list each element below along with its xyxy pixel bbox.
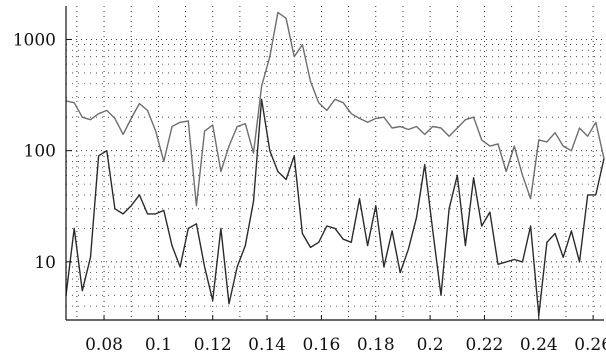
y-tick-label: 100 [24,142,56,162]
x-tick-labels: 0.08 0.1 0.12 0.14 0.16 0.18 0.2 0.22 0.24 0.26 [85,335,606,355]
x-tick-label: 0.16 [302,335,340,355]
y-tick-label: 10 [34,253,56,273]
x-tick-label: 0.12 [194,335,232,355]
x-tick-label: 0.08 [85,335,123,355]
axes [65,6,604,321]
grid [66,6,604,320]
series-line-1 [65,11,605,207]
x-tick-label: 0.22 [466,335,504,355]
x-tick-label: 0.2 [417,335,444,355]
x-tick-label: 0.24 [520,335,558,355]
x-tick-label: 0.1 [145,335,172,355]
x-tick-label: 0.14 [248,335,286,355]
y-tick-label: 1000 [13,30,56,50]
y-tick-labels: 10 100 1000 [13,30,56,272]
series-line-2 [65,98,605,317]
series-lines [65,11,605,317]
x-tick-label: 0.26 [574,335,606,355]
x-tick-label: 0.18 [357,335,395,355]
